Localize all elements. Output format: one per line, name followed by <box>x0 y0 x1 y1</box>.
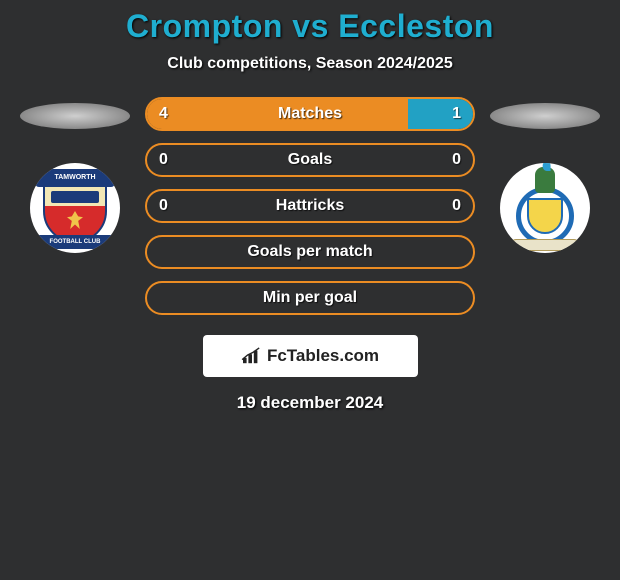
bar-fill-right <box>408 99 473 129</box>
bar-label: Goals per match <box>247 243 372 261</box>
bar-value-right: 0 <box>452 197 461 215</box>
bar-label: Goals <box>288 151 332 169</box>
subtitle: Club competitions, Season 2024/2025 <box>0 55 620 73</box>
page-title: Crompton vs Eccleston <box>0 8 620 45</box>
bar-value-left: 0 <box>159 151 168 169</box>
left-ellipse <box>20 103 130 129</box>
comparison-bars: 4 1 Matches 0 0 Goals 0 0 Hattricks Goals per mat… <box>135 97 485 315</box>
shield-bottom-ribbon: FOOTBALL CLUB <box>35 235 115 249</box>
crest-shield <box>527 198 563 234</box>
date-text: 19 december 2024 <box>0 393 620 413</box>
bar-chart-icon <box>241 347 263 365</box>
bar-value-right: 1 <box>452 105 461 123</box>
infographic-root: Crompton vs Eccleston Club competitions,… <box>0 0 620 413</box>
bar-value-left: 4 <box>159 105 168 123</box>
stat-bar: 0 0 Goals <box>145 143 475 177</box>
crest-plume-icon <box>543 163 551 171</box>
right-club-badge <box>500 163 590 253</box>
bar-value-right: 0 <box>452 151 461 169</box>
bar-label: Hattricks <box>276 197 344 215</box>
stat-bar: Goals per match <box>145 235 475 269</box>
content-row: TAMWORTH FOOTBALL CLUB 41Matches00Goals0… <box>0 97 620 315</box>
brand-box: FcTables.com <box>203 335 418 377</box>
left-side: TAMWORTH FOOTBALL CLUB <box>15 97 135 253</box>
bar-label: Min per goal <box>263 289 357 307</box>
crest-scroll <box>510 239 580 251</box>
tamworth-shield-icon: TAMWORTH FOOTBALL CLUB <box>41 173 109 243</box>
stat-bar: 4 1 Matches <box>145 97 475 131</box>
stat-bar: 0 0 Hattricks <box>145 189 475 223</box>
right-ellipse <box>490 103 600 129</box>
brand-text: FcTables.com <box>267 346 379 366</box>
stat-bar: Min per goal <box>145 281 475 315</box>
shield-band <box>51 191 99 203</box>
left-club-badge: TAMWORTH FOOTBALL CLUB <box>30 163 120 253</box>
bar-value-left: 0 <box>159 197 168 215</box>
bar-label: Matches <box>278 105 342 123</box>
sutton-crest-icon <box>510 169 580 247</box>
right-side <box>485 97 605 253</box>
